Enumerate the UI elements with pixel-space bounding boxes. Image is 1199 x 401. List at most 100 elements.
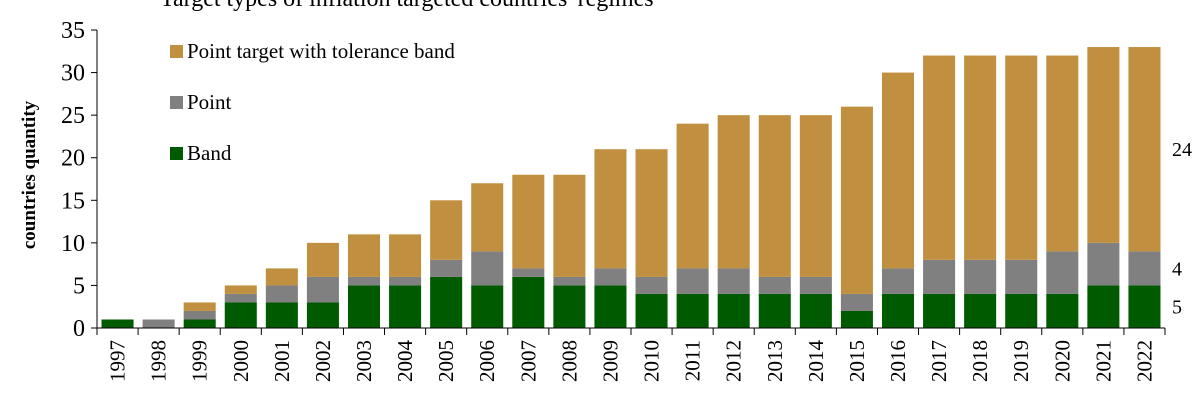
bar-segment-point-target-with-tolerance-band-2006 [471,183,504,252]
bar-segment-point-target-with-tolerance-band-2008 [553,174,586,277]
x-tick-label: 2000 [229,340,253,382]
bar-segment-point-target-with-tolerance-band-2011 [676,123,709,269]
y-axis: 0 5 10 15 20 25 30 35 [61,18,98,342]
bar-segment-point-target-with-tolerance-band-2019 [1005,55,1038,260]
x-tick-label: 2011 [681,340,705,381]
bar-segment-point-target-with-tolerance-band-2017 [923,55,956,260]
y-tick-label: 30 [61,61,85,87]
bar-segment-point-2014 [799,276,832,294]
bar-segment-band-2017 [923,293,956,328]
bar-segment-band-1999 [183,319,216,328]
bar-segment-band-1997 [101,319,134,328]
bar-segment-point-target-with-tolerance-band-2022 [1128,47,1161,252]
bar-segment-point-2016 [881,268,915,294]
bar-segment-band-2012 [717,293,750,328]
bar-segment-point-target-with-tolerance-band-2010 [635,149,668,277]
y-tick-label: 20 [61,146,85,172]
x-tick-label: 2015 [845,340,869,382]
bar-segment-point-2013 [758,276,791,294]
bar-segment-band-2014 [799,293,832,328]
y-axis-label: countries quantity [19,100,40,249]
x-tick-label: 2005 [434,340,458,382]
bar-segment-band-2016 [881,293,915,328]
bar-segment-point-target-with-tolerance-band-2000 [224,285,257,294]
bar-segment-point-2015 [840,293,873,311]
legend-label: Point [187,90,232,114]
bar-segment-point-target-with-tolerance-band-2002 [306,242,339,277]
bar-segment-band-2011 [676,293,709,328]
x-tick-label: 2010 [640,340,664,382]
bar-segment-band-2019 [1005,293,1038,328]
segment-annotation: 24 [1172,139,1192,161]
x-tick-label: 2017 [927,340,951,382]
x-tick-label: 2003 [352,340,376,382]
bar-segment-point-2022 [1128,251,1161,286]
bar-segment-band-2021 [1087,285,1120,328]
bar-segment-point-target-with-tolerance-band-2021 [1087,47,1120,243]
bar-segment-band-2003 [347,285,381,328]
bar-segment-point-2021 [1087,242,1120,286]
x-tick-label: 2012 [722,340,746,382]
y-tick-label: 35 [61,18,85,44]
legend-swatch [170,96,183,109]
bar-segment-band-2002 [306,302,339,328]
bar-segment-band-2018 [964,293,997,328]
bar-segment-point-2000 [224,293,257,303]
bar-segment-point-2012 [717,268,750,294]
bar-segment-point-2004 [389,276,422,286]
x-tick-label: 2021 [1091,340,1115,382]
bar-segment-point-target-with-tolerance-band-2009 [594,149,627,269]
bar-segment-point-2009 [594,268,627,286]
x-tick-label: 2018 [968,340,992,382]
bar-segment-band-2005 [430,276,463,328]
bar-segment-band-2004 [389,285,422,328]
plot-area [101,47,1161,328]
x-axis: 1997 1998 1999 2000 2001 2002 2003 2004 2005 2006… [96,327,1166,382]
bar-segment-point-2002 [306,276,339,303]
bar-segment-point-2007 [512,268,545,277]
bar-segment-point-target-with-tolerance-band-1999 [183,302,216,311]
y-tick-label: 10 [61,231,85,257]
bar-segment-point-2006 [471,251,504,286]
x-tick-label: 2019 [1009,340,1033,382]
bar-segment-point-target-with-tolerance-band-2004 [389,234,422,277]
bar-segment-point-target-with-tolerance-band-2001 [265,268,298,286]
bar-segment-point-target-with-tolerance-band-2016 [881,72,915,269]
x-tick-label: 2006 [475,340,499,382]
bar-segment-point-target-with-tolerance-band-2012 [717,115,750,269]
legend-swatch [170,45,183,58]
x-tick-label: 1999 [188,340,212,382]
x-tick-label: 2001 [270,340,294,382]
bar-segment-band-2009 [594,285,627,328]
bar-segment-band-2020 [1046,293,1079,328]
bar-segment-point-target-with-tolerance-band-2020 [1046,55,1079,252]
chart-title: Target types of inflation targeted count… [160,0,654,12]
bar-segment-point-2019 [1005,259,1038,294]
bar-segment-point-2003 [347,276,381,286]
x-tick-label: 2002 [311,340,335,382]
legend-swatch [170,147,183,160]
x-tick-label: 2013 [763,340,787,382]
bar-segment-point-2017 [923,259,956,294]
bar-segment-point-2020 [1046,251,1079,294]
x-tick-label: 2008 [557,340,581,382]
y-tick-label: 25 [61,103,85,129]
x-tick-label: 2016 [886,340,910,382]
bar-segment-band-2013 [758,293,791,328]
x-tick-label: 1997 [106,340,130,382]
legend-label: Point target with tolerance band [187,39,455,63]
bar-segment-point-2008 [553,276,586,286]
bar-segment-band-2015 [840,310,873,328]
legend-label: Band [187,141,232,165]
x-tick-label: 2007 [516,340,540,382]
bar-segment-point-target-with-tolerance-band-2018 [964,55,997,260]
bar-segment-point-target-with-tolerance-band-2003 [347,234,381,277]
y-tick-label: 5 [73,273,85,299]
bar-segment-band-2000 [224,302,257,328]
bar-segment-point-2005 [430,259,463,277]
bar-segment-band-2010 [635,293,668,328]
bar-segment-point-target-with-tolerance-band-2013 [758,115,791,277]
legend: Point target with tolerance band Point Ban… [170,39,455,165]
bar-segment-band-2008 [553,285,586,328]
